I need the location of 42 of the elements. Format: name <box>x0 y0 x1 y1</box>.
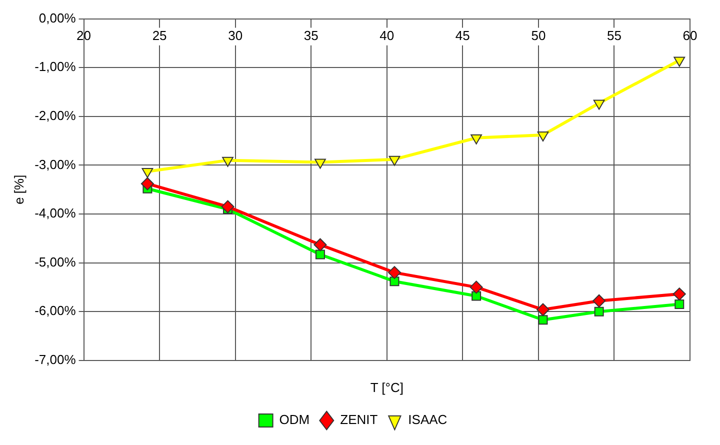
legend-label: ZENIT <box>340 412 378 428</box>
point <box>314 238 327 252</box>
y-tick-label: -2,00% <box>34 108 76 123</box>
point <box>472 291 482 301</box>
point <box>672 288 686 301</box>
legend-label: ODM <box>279 412 310 428</box>
point <box>538 315 548 325</box>
point <box>470 280 483 294</box>
point <box>390 276 400 286</box>
y-tick-label: -3,00% <box>34 156 76 172</box>
point <box>674 300 684 310</box>
y-tick-label: -6,00% <box>34 303 76 318</box>
x-tick-label: 40 <box>380 28 394 44</box>
point <box>388 156 400 166</box>
x-tick-label: 35 <box>304 28 318 44</box>
point <box>315 250 325 260</box>
x-tick-label: 30 <box>228 28 243 44</box>
y-tick-label: -4,00% <box>34 206 76 221</box>
point <box>674 56 686 67</box>
y-tick-label: -5,00% <box>34 254 76 270</box>
x-tick-label: 45 <box>455 28 470 44</box>
point <box>592 294 606 308</box>
y-axis-title: e [%] <box>11 174 26 204</box>
point <box>470 134 482 144</box>
point <box>537 131 549 142</box>
legend-label: ISAAC <box>408 412 448 428</box>
point <box>142 168 154 178</box>
y-tick-label: -1,00% <box>34 59 76 74</box>
point <box>536 303 550 316</box>
y-tick-label: 0,00% <box>38 10 76 26</box>
x-axis-title: T [°C] <box>370 380 404 395</box>
y-tick-label: -7,00% <box>34 352 76 367</box>
x-tick-label: 25 <box>152 28 167 44</box>
point <box>140 177 154 190</box>
point <box>594 306 604 316</box>
x-tick-label: 55 <box>606 28 622 44</box>
point <box>388 266 401 280</box>
point <box>314 158 326 169</box>
x-tick-label: 50 <box>531 28 546 44</box>
point <box>221 200 234 214</box>
point <box>222 156 234 167</box>
point <box>593 100 605 110</box>
